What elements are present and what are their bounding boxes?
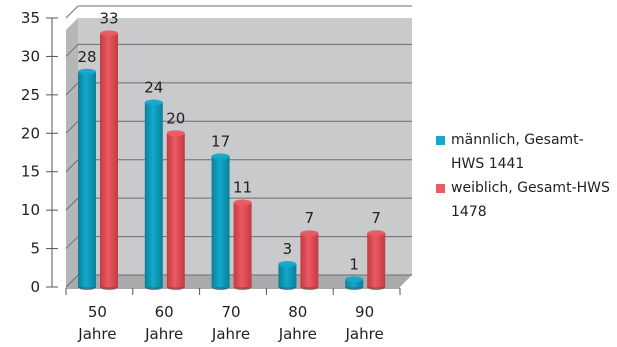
bar-top bbox=[300, 230, 319, 237]
bar-top bbox=[345, 276, 364, 283]
y-axis: 0 5 10 15 20 25 30 35 bbox=[21, 9, 58, 296]
bar-base bbox=[367, 284, 386, 290]
gridline-side bbox=[65, 44, 79, 57]
bar-top bbox=[144, 99, 163, 106]
bar bbox=[367, 233, 386, 287]
bar-base bbox=[211, 284, 230, 290]
x-tick-label-unit: Jahre bbox=[211, 325, 250, 343]
bar-base bbox=[78, 284, 96, 290]
legend: männlich, Gesamt-HWS 1441 weiblich, Gesa… bbox=[436, 128, 611, 224]
gridline-side bbox=[65, 274, 79, 288]
gridline-side bbox=[65, 120, 79, 134]
bar bbox=[144, 102, 163, 288]
x-tick-label-unit: Jahre bbox=[144, 325, 183, 343]
x-tick-label: 60 bbox=[155, 303, 174, 321]
bar-base bbox=[233, 284, 252, 290]
y-tick-label: 5 bbox=[30, 240, 40, 258]
y-tick-label: 15 bbox=[21, 163, 40, 181]
legend-label-female: weiblich, Gesamt-HWS 1478 bbox=[451, 180, 610, 220]
legend-swatch-male bbox=[436, 136, 445, 145]
x-tick-label-unit: Jahre bbox=[278, 325, 317, 343]
data-label: 7 bbox=[371, 209, 381, 227]
bar-base bbox=[144, 284, 163, 290]
data-label: 3 bbox=[283, 240, 293, 258]
bar-base bbox=[345, 284, 364, 290]
legend-label-male: männlich, Gesamt-HWS 1441 bbox=[451, 132, 584, 172]
bar bbox=[345, 279, 364, 287]
bar-top bbox=[100, 30, 118, 37]
bar-top bbox=[211, 153, 230, 160]
data-label: 28 bbox=[77, 48, 96, 66]
legend-swatch-female bbox=[436, 184, 445, 193]
legend-item-male: männlich, Gesamt-HWS 1441 bbox=[436, 128, 611, 176]
y-tick-label: 25 bbox=[21, 86, 40, 104]
gridline-side bbox=[65, 197, 79, 211]
bar bbox=[233, 202, 252, 287]
gridline-side bbox=[65, 159, 79, 173]
y-tick-label: 30 bbox=[21, 47, 40, 65]
data-labels: 28 24 17 3 1 33 20 11 7 7 bbox=[77, 9, 381, 273]
gridline-side bbox=[65, 82, 79, 96]
bar-base bbox=[100, 284, 118, 290]
legend-item-female: weiblich, Gesamt-HWS 1478 bbox=[436, 176, 611, 224]
bar-top bbox=[233, 199, 252, 206]
x-axis: 50 Jahre 60 Jahre 70 Jahre 80 Jahre 90 Jahre bbox=[65, 287, 401, 343]
y-tick-label: 20 bbox=[21, 124, 40, 142]
bar-top bbox=[78, 68, 96, 75]
bar-base bbox=[300, 284, 319, 290]
x-tick-label-unit: Jahre bbox=[344, 325, 383, 343]
bar bbox=[300, 233, 319, 287]
bar-base bbox=[166, 284, 185, 290]
bar bbox=[211, 156, 230, 287]
bar-top bbox=[367, 230, 386, 237]
bars bbox=[78, 30, 386, 290]
data-label: 11 bbox=[233, 178, 252, 196]
x-tick-label: 50 bbox=[88, 303, 107, 321]
x-tick-label: 70 bbox=[221, 303, 240, 321]
bar-top bbox=[278, 260, 297, 267]
bar bbox=[78, 71, 96, 287]
bar-base bbox=[278, 284, 297, 290]
bar bbox=[278, 263, 297, 287]
data-label: 20 bbox=[166, 109, 185, 127]
bar bbox=[100, 33, 118, 287]
data-label: 24 bbox=[144, 79, 163, 97]
x-tick-label: 90 bbox=[355, 303, 374, 321]
y-tick-label: 35 bbox=[21, 9, 40, 27]
gridline-side bbox=[65, 5, 79, 19]
data-label: 17 bbox=[211, 132, 230, 150]
y-tick-label: 0 bbox=[30, 278, 40, 296]
bar-top bbox=[166, 130, 185, 137]
x-tick-label: 80 bbox=[288, 303, 307, 321]
data-label: 7 bbox=[305, 209, 315, 227]
data-label: 1 bbox=[349, 255, 359, 273]
gridline-side bbox=[65, 236, 79, 249]
data-label: 33 bbox=[99, 9, 118, 27]
y-tick-label: 10 bbox=[21, 201, 40, 219]
bar bbox=[166, 133, 185, 287]
x-tick-label-unit: Jahre bbox=[77, 325, 116, 343]
